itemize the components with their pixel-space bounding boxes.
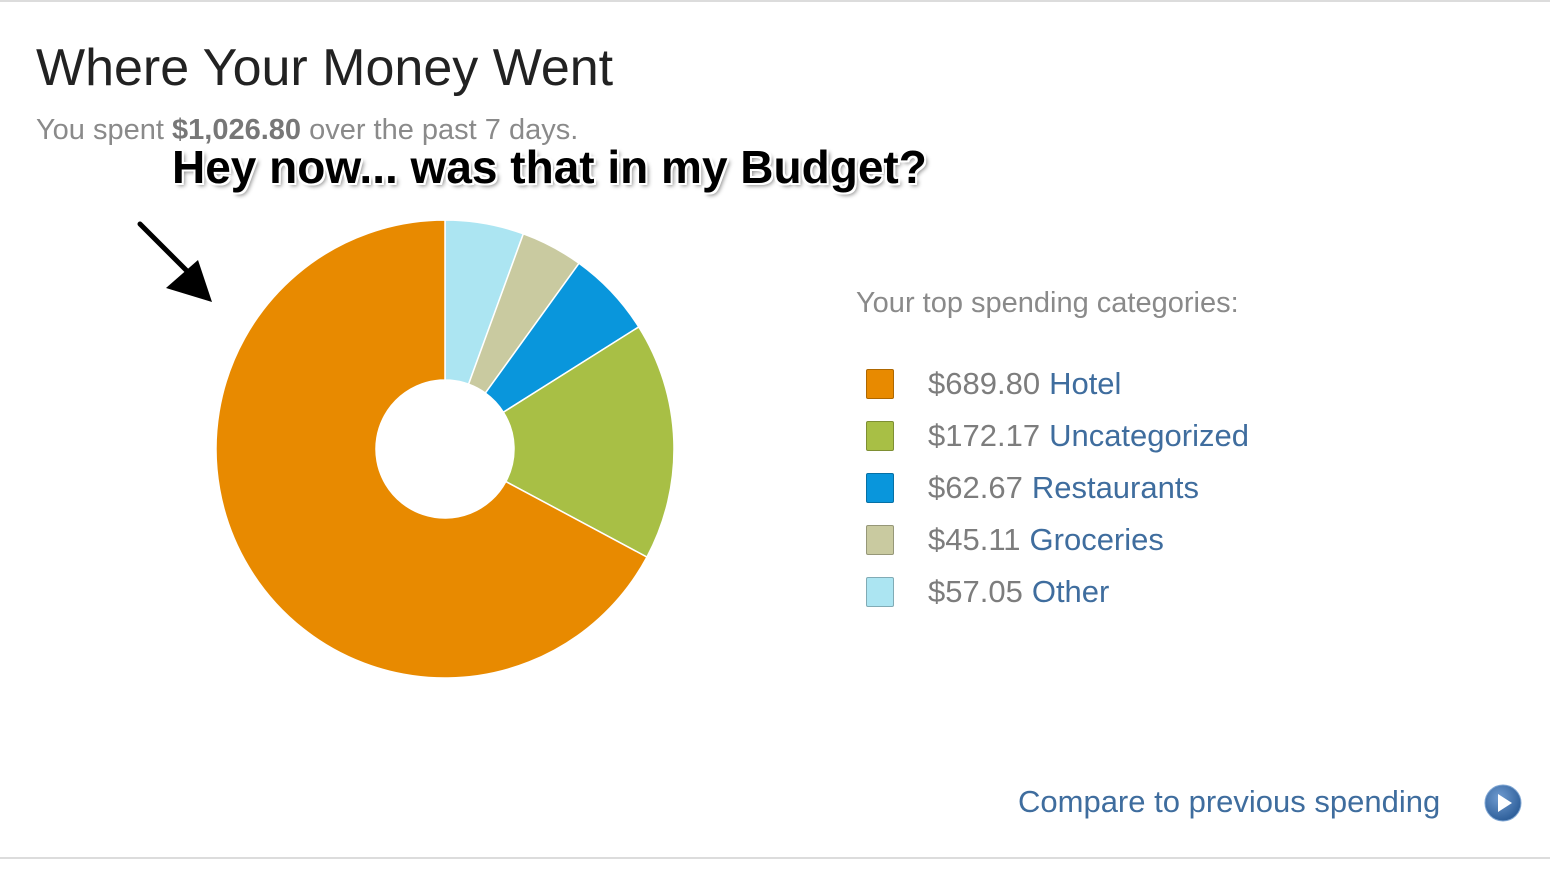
legend-swatch-restaurants bbox=[866, 473, 894, 503]
legend-heading: Your top spending categories: bbox=[856, 287, 1239, 319]
legend-swatch-other bbox=[866, 577, 894, 607]
pie-slice-uncategorized bbox=[502, 325, 675, 559]
legend-amount-restaurants: $62.67 bbox=[928, 470, 1023, 505]
legend-link-hotel[interactable]: Hotel bbox=[1049, 366, 1122, 401]
legend-link-uncategorized[interactable]: Uncategorized bbox=[1049, 418, 1249, 453]
legend-item-groceries: $45.11 Groceries bbox=[866, 514, 1386, 566]
legend-amount-uncategorized: $172.17 bbox=[928, 418, 1041, 453]
total-spent-amount: $1,026.80 bbox=[172, 114, 302, 146]
legend-amount-groceries: $45.11 bbox=[928, 522, 1021, 557]
annotation-arrow-icon bbox=[137, 221, 212, 302]
legend-swatch-uncategorized bbox=[866, 421, 894, 451]
annotation-caption: Hey now... was that in my Budget? bbox=[172, 141, 927, 193]
summary-suffix: over the past 7 days. bbox=[301, 114, 579, 146]
legend-list: $689.80 Hotel $172.17 Uncategorized $62.… bbox=[866, 358, 1386, 618]
top-divider bbox=[0, 0, 1550, 2]
legend-link-restaurants[interactable]: Restaurants bbox=[1031, 470, 1199, 505]
bottom-divider bbox=[0, 857, 1550, 859]
legend-item-restaurants: $62.67 Restaurants bbox=[866, 462, 1386, 514]
pie-slice-hotel bbox=[215, 219, 648, 679]
legend-link-other[interactable]: Other bbox=[1031, 574, 1110, 609]
legend-amount-hotel: $689.80 bbox=[928, 366, 1041, 401]
legend-amount-other: $57.05 bbox=[928, 574, 1023, 609]
spending-summary: You spent $1,026.80 over the past 7 days… bbox=[36, 114, 578, 147]
legend-item-uncategorized: $172.17 Uncategorized bbox=[866, 410, 1386, 462]
legend-swatch-groceries bbox=[866, 525, 894, 555]
play-circle-icon[interactable] bbox=[1484, 784, 1522, 822]
legend-item-hotel: $689.80 Hotel bbox=[866, 358, 1386, 410]
compare-spending-link[interactable]: Compare to previous spending bbox=[1018, 784, 1441, 819]
summary-prefix: You spent bbox=[36, 114, 172, 146]
spending-pie-chart bbox=[210, 212, 680, 686]
legend-link-groceries[interactable]: Groceries bbox=[1029, 522, 1164, 557]
legend-item-other: $57.05 Other bbox=[866, 566, 1386, 618]
legend-swatch-hotel bbox=[866, 369, 894, 399]
pie-chart-svg bbox=[215, 219, 675, 679]
page-title: Where Your Money Went bbox=[36, 39, 614, 97]
